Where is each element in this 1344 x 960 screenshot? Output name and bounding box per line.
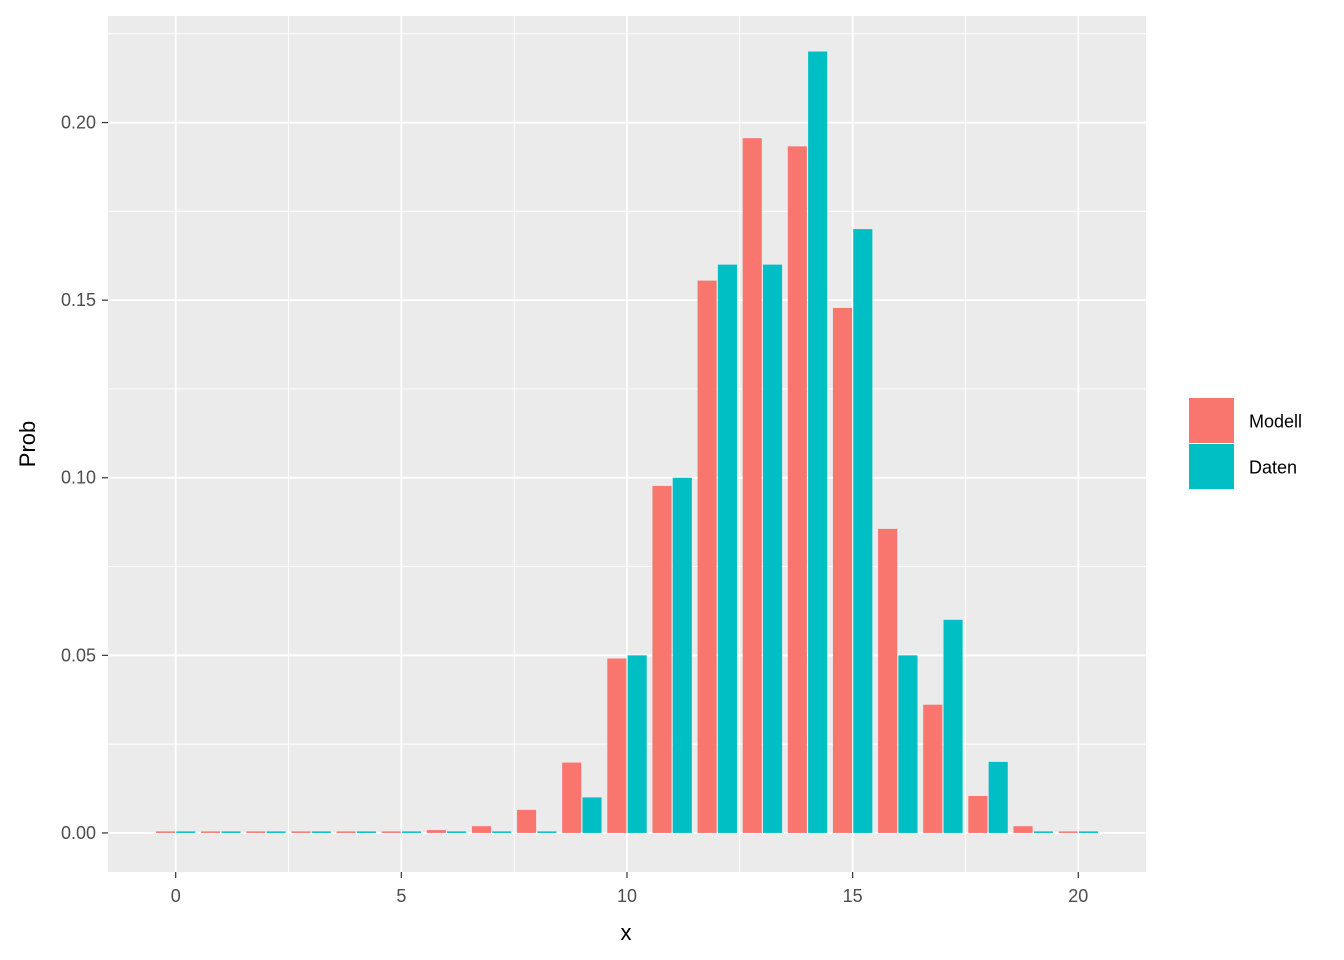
bar-daten-2 xyxy=(266,831,286,833)
bar-daten-0 xyxy=(176,831,196,833)
bar-daten-7 xyxy=(492,831,512,833)
bar-daten-20 xyxy=(1078,831,1099,833)
y-tick-label: 0.10 xyxy=(61,468,96,488)
legend: Modell Daten xyxy=(1189,398,1302,489)
bar-modell-6 xyxy=(426,830,446,833)
bar-daten-10 xyxy=(627,655,647,833)
y-tick-label: 0.00 xyxy=(61,823,96,843)
bar-daten-13 xyxy=(762,264,783,833)
bar-daten-11 xyxy=(672,477,692,833)
x-tick-label: 20 xyxy=(1068,886,1088,906)
x-tick-label: 15 xyxy=(843,886,863,906)
y-tick-label: 0.20 xyxy=(61,113,96,133)
legend-key-modell xyxy=(1189,398,1234,443)
bar-daten-5 xyxy=(401,831,422,833)
bar-modell-8 xyxy=(517,809,537,833)
bar-modell-15 xyxy=(832,307,853,833)
bar-modell-18 xyxy=(968,795,988,833)
y-axis: 0.00 0.05 0.10 0.15 0.20 xyxy=(61,113,108,843)
bar-daten-15 xyxy=(853,229,873,833)
bar-modell-19 xyxy=(1013,826,1033,833)
bar-daten-4 xyxy=(356,831,376,833)
bar-modell-12 xyxy=(697,280,717,833)
legend-key-daten xyxy=(1189,444,1234,489)
bar-daten-3 xyxy=(311,831,331,833)
y-axis-title: Prob xyxy=(15,421,40,467)
bar-modell-14 xyxy=(787,146,807,833)
bar-daten-12 xyxy=(717,264,737,833)
bar-daten-19 xyxy=(1033,831,1053,833)
bar-daten-17 xyxy=(943,619,963,833)
grid-major xyxy=(108,16,1146,872)
x-tick-label: 10 xyxy=(617,886,637,906)
bar-modell-9 xyxy=(562,762,582,833)
bar-modell-5 xyxy=(381,831,401,833)
bar-modell-7 xyxy=(471,826,492,833)
bar-modell-1 xyxy=(201,831,221,833)
bar-modell-0 xyxy=(155,831,176,833)
bar-modell-11 xyxy=(652,485,672,833)
legend-label-daten: Daten xyxy=(1249,458,1297,478)
bar-modell-17 xyxy=(923,704,943,833)
bar-daten-1 xyxy=(221,831,241,833)
y-tick-label: 0.15 xyxy=(61,290,96,310)
bar-daten-8 xyxy=(537,831,557,833)
bars xyxy=(155,51,1099,833)
legend-label-modell: Modell xyxy=(1249,412,1302,432)
bar-daten-6 xyxy=(447,831,467,833)
bar-daten-14 xyxy=(808,51,828,833)
bar-modell-4 xyxy=(336,831,356,833)
x-tick-label: 0 xyxy=(171,886,181,906)
y-tick-label: 0.05 xyxy=(61,645,96,665)
bar-daten-18 xyxy=(988,761,1008,833)
x-axis: 0 5 10 15 20 xyxy=(171,872,1088,906)
bar-daten-16 xyxy=(898,655,918,833)
bar-modell-3 xyxy=(291,831,311,833)
x-tick-label: 5 xyxy=(396,886,406,906)
bar-modell-20 xyxy=(1058,831,1078,833)
x-axis-title: x xyxy=(621,920,632,945)
bar-daten-9 xyxy=(582,797,602,833)
bar-modell-10 xyxy=(607,658,627,833)
bar-modell-16 xyxy=(878,528,898,833)
bar-modell-2 xyxy=(246,831,266,833)
bar-modell-13 xyxy=(742,138,762,833)
